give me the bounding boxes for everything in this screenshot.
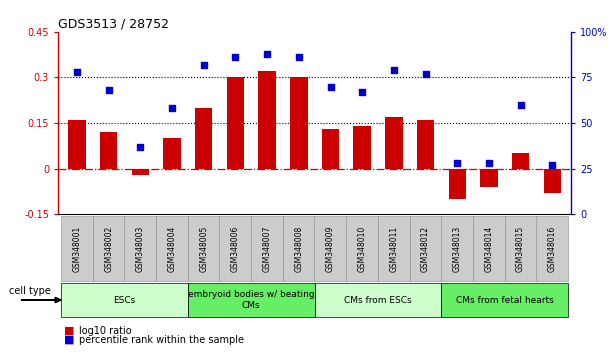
Bar — [322, 129, 339, 169]
Text: CMs from ESCs: CMs from ESCs — [344, 296, 412, 304]
Point — [420, 71, 430, 76]
Point — [262, 51, 272, 57]
Text: cell type: cell type — [9, 286, 51, 296]
Text: GSM348007: GSM348007 — [263, 225, 272, 272]
Text: log10 ratio: log10 ratio — [79, 326, 132, 336]
Text: GSM348008: GSM348008 — [295, 225, 303, 272]
Point — [357, 89, 367, 95]
Text: GSM348002: GSM348002 — [104, 225, 113, 272]
Text: GSM348014: GSM348014 — [485, 225, 494, 272]
Bar — [290, 78, 307, 169]
Bar — [227, 78, 244, 169]
Text: percentile rank within the sample: percentile rank within the sample — [79, 335, 244, 345]
Point — [294, 55, 304, 60]
Text: GSM348013: GSM348013 — [453, 225, 462, 272]
Point — [72, 69, 82, 75]
Point — [452, 160, 462, 166]
Point — [167, 105, 177, 111]
Point — [230, 55, 240, 60]
Bar — [512, 153, 529, 169]
Text: GDS3513 / 28752: GDS3513 / 28752 — [58, 18, 169, 31]
Point — [136, 144, 145, 149]
Text: ■: ■ — [64, 335, 75, 345]
Text: GSM348011: GSM348011 — [389, 225, 398, 272]
Point — [104, 87, 114, 93]
Text: ■: ■ — [64, 326, 75, 336]
Bar — [100, 132, 117, 169]
Text: GSM348016: GSM348016 — [548, 225, 557, 272]
Text: GSM348005: GSM348005 — [199, 225, 208, 272]
Text: GSM348009: GSM348009 — [326, 225, 335, 272]
Point — [484, 160, 494, 166]
Text: CMs from fetal hearts: CMs from fetal hearts — [456, 296, 554, 304]
Text: embryoid bodies w/ beating
CMs: embryoid bodies w/ beating CMs — [188, 290, 315, 310]
Text: GSM348015: GSM348015 — [516, 225, 525, 272]
Text: GSM348012: GSM348012 — [421, 225, 430, 272]
Bar — [385, 117, 403, 169]
Bar — [163, 138, 181, 169]
Bar — [354, 126, 371, 169]
Bar — [258, 72, 276, 169]
Bar — [448, 169, 466, 199]
Point — [547, 162, 557, 168]
Text: GSM348001: GSM348001 — [73, 225, 81, 272]
Point — [389, 67, 399, 73]
Text: GSM348003: GSM348003 — [136, 225, 145, 272]
Point — [516, 102, 525, 108]
Text: GSM348006: GSM348006 — [231, 225, 240, 272]
Bar — [544, 169, 561, 193]
Bar — [480, 169, 497, 187]
Text: GSM348010: GSM348010 — [357, 225, 367, 272]
Bar — [132, 169, 149, 175]
Bar — [417, 120, 434, 169]
Point — [199, 62, 209, 68]
Text: GSM348004: GSM348004 — [167, 225, 177, 272]
Text: ESCs: ESCs — [114, 296, 136, 304]
Bar — [195, 108, 213, 169]
Bar — [68, 120, 86, 169]
Point — [326, 84, 335, 89]
